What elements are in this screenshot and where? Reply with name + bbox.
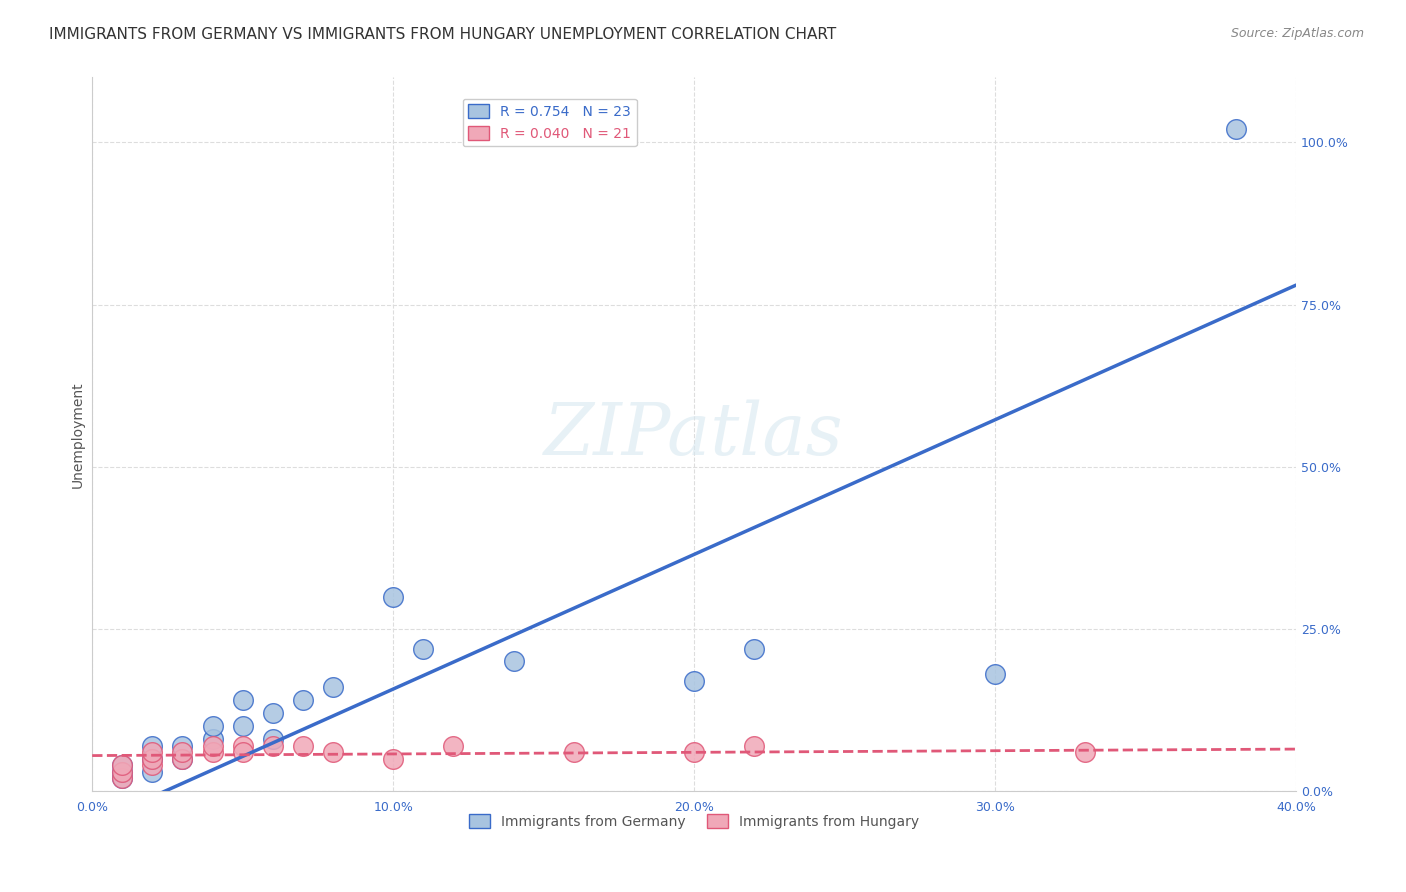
Point bbox=[141, 739, 163, 753]
Point bbox=[232, 719, 254, 733]
Point bbox=[232, 745, 254, 759]
Point bbox=[172, 745, 194, 759]
Point bbox=[141, 758, 163, 772]
Point bbox=[291, 693, 314, 707]
Point bbox=[141, 764, 163, 779]
Point bbox=[984, 667, 1007, 681]
Point bbox=[683, 745, 706, 759]
Point bbox=[141, 752, 163, 766]
Text: ZIPatlas: ZIPatlas bbox=[544, 399, 844, 469]
Point bbox=[1074, 745, 1097, 759]
Point bbox=[201, 719, 224, 733]
Point bbox=[382, 752, 405, 766]
Point bbox=[382, 590, 405, 604]
Legend: Immigrants from Germany, Immigrants from Hungary: Immigrants from Germany, Immigrants from… bbox=[464, 808, 924, 834]
Point bbox=[201, 745, 224, 759]
Point bbox=[111, 758, 134, 772]
Point bbox=[111, 772, 134, 786]
Point bbox=[262, 732, 284, 747]
Point bbox=[262, 706, 284, 721]
Point bbox=[201, 732, 224, 747]
Point bbox=[111, 764, 134, 779]
Point bbox=[1225, 122, 1247, 136]
Point bbox=[232, 739, 254, 753]
Point bbox=[683, 673, 706, 688]
Y-axis label: Unemployment: Unemployment bbox=[72, 381, 86, 488]
Point bbox=[744, 641, 766, 656]
Point bbox=[744, 739, 766, 753]
Point bbox=[172, 739, 194, 753]
Point bbox=[322, 681, 344, 695]
Point bbox=[291, 739, 314, 753]
Point bbox=[262, 739, 284, 753]
Point bbox=[502, 655, 524, 669]
Point bbox=[141, 752, 163, 766]
Point bbox=[141, 745, 163, 759]
Point bbox=[232, 693, 254, 707]
Point bbox=[111, 764, 134, 779]
Point bbox=[322, 745, 344, 759]
Text: Source: ZipAtlas.com: Source: ZipAtlas.com bbox=[1230, 27, 1364, 40]
Text: IMMIGRANTS FROM GERMANY VS IMMIGRANTS FROM HUNGARY UNEMPLOYMENT CORRELATION CHAR: IMMIGRANTS FROM GERMANY VS IMMIGRANTS FR… bbox=[49, 27, 837, 42]
Point bbox=[111, 772, 134, 786]
Point bbox=[201, 739, 224, 753]
Point bbox=[111, 758, 134, 772]
Point bbox=[441, 739, 464, 753]
Point bbox=[562, 745, 585, 759]
Point bbox=[172, 752, 194, 766]
Point bbox=[172, 752, 194, 766]
Point bbox=[412, 641, 434, 656]
